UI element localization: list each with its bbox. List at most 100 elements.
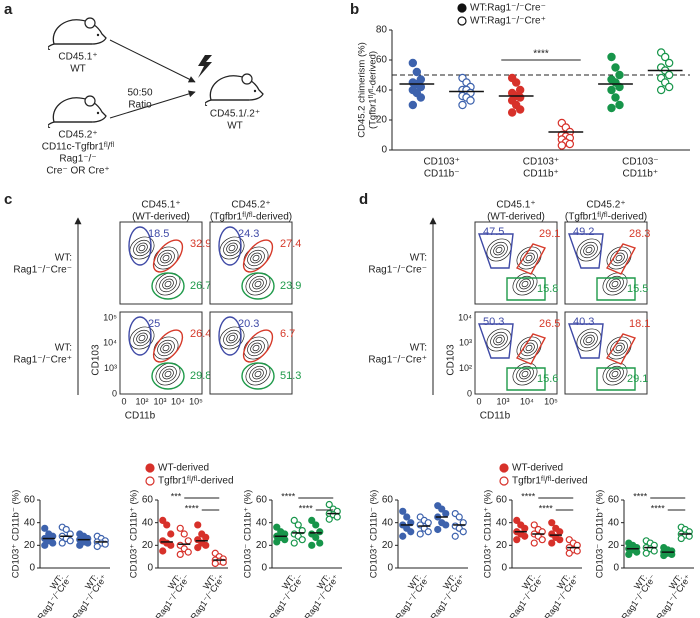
- donor-label: CD45.1⁺: [58, 52, 97, 63]
- x-axis-label: CD11b: [125, 411, 156, 422]
- contour: [252, 368, 264, 380]
- contour: [254, 370, 262, 378]
- data-point: [615, 100, 624, 110]
- contour: [254, 280, 262, 288]
- data-point: [41, 541, 49, 549]
- gate-percentage: 47.5: [483, 226, 504, 238]
- contour: [162, 368, 174, 380]
- data-point: [458, 100, 467, 110]
- contour: [486, 328, 512, 352]
- panel-label: d: [359, 191, 368, 208]
- contour: [615, 344, 623, 352]
- data-point: [434, 525, 442, 534]
- x-tick-label: 10³: [496, 396, 509, 406]
- contour: [133, 239, 151, 257]
- data-point: [325, 500, 333, 509]
- data-point: [677, 534, 685, 543]
- row-label: WT:: [410, 343, 427, 354]
- column-header: (WT-derived): [487, 212, 545, 223]
- data-point: [333, 513, 341, 521]
- x-tick-label: 10⁴: [171, 396, 185, 406]
- y-tick-label: 10⁵: [103, 312, 117, 322]
- gate: [506, 277, 546, 301]
- contour: [585, 336, 593, 344]
- data-point: [194, 521, 202, 529]
- data-point: [62, 525, 70, 534]
- data-point: [211, 559, 219, 568]
- y-tick-label: 0: [467, 388, 472, 398]
- data-point: [416, 530, 424, 538]
- gate-percentage: 29.1: [539, 228, 560, 240]
- y-tick-label: 80: [376, 25, 388, 36]
- contour: [228, 334, 236, 342]
- x-tick-label: 10⁵: [189, 396, 203, 406]
- x-tick-label: 0: [476, 396, 481, 406]
- gate-percentage: 40.3: [573, 316, 594, 328]
- contour: [249, 365, 267, 383]
- gate: [151, 362, 185, 390]
- data-point: [530, 539, 538, 547]
- y-tick-label: 0: [29, 563, 35, 574]
- x-tick-label: CD103⁻: [622, 157, 658, 168]
- recipient-mouse: [205, 73, 264, 106]
- contour: [133, 329, 151, 347]
- data-point: [607, 52, 616, 62]
- data-point: [58, 539, 66, 547]
- x-tick-label: 0: [121, 396, 126, 406]
- y-axis-label: CD103⁺ CD11b⁺ (%): [483, 490, 494, 579]
- y-tick-label: 0: [147, 563, 153, 574]
- x-tick-label: 10³: [153, 396, 166, 406]
- contour: [247, 249, 265, 267]
- significance-label: ****: [533, 49, 549, 60]
- y-tick-label: 20: [142, 540, 154, 551]
- data-point: [515, 93, 525, 102]
- contour: [495, 336, 503, 344]
- contour: [164, 280, 172, 288]
- data-point: [521, 524, 529, 532]
- gate-percentage: 20.3: [238, 318, 259, 330]
- contour: [520, 339, 538, 357]
- gate-percentage: 24.3: [238, 228, 259, 240]
- y-axis-label: CD45.2 chimerism (%): [357, 42, 368, 138]
- gate: [218, 316, 242, 356]
- data-point: [507, 108, 517, 117]
- row-label: Rag1⁻/⁻Cre⁺: [13, 355, 72, 366]
- gate: [152, 329, 184, 363]
- gate: [151, 272, 185, 300]
- contour: [129, 236, 155, 260]
- gate: [478, 323, 514, 359]
- donor-label: WT: [70, 64, 86, 75]
- row-label: Rag1⁻/⁻Cre⁺: [368, 355, 427, 366]
- data-point: [515, 105, 525, 114]
- contour: [525, 344, 533, 352]
- y-tick-label: 10³: [104, 363, 117, 373]
- legend-marker: [145, 476, 155, 486]
- x-tick-label: CD103⁺: [423, 157, 459, 168]
- contour: [519, 278, 531, 290]
- data-point: [530, 521, 538, 529]
- data-point: [176, 550, 184, 559]
- significance-label: ****: [651, 503, 666, 513]
- data-point: [538, 536, 546, 544]
- x-tick-label: CD11b⁻: [424, 169, 460, 180]
- data-point: [459, 528, 467, 536]
- contour: [615, 254, 623, 262]
- data-point: [408, 100, 418, 110]
- gate-percentage: 26.4: [190, 328, 211, 340]
- contour: [157, 249, 175, 267]
- data-point: [184, 537, 192, 545]
- contour: [611, 280, 619, 288]
- y-tick-label: 60: [256, 495, 268, 506]
- row-label: WT:: [410, 253, 427, 264]
- gate-percentage: 50.3: [483, 316, 504, 328]
- gate: [515, 243, 547, 275]
- data-point: [202, 533, 210, 542]
- column-header: (Tgfbr1ᶠˡ/ᶠˡ-derived): [210, 212, 292, 223]
- data-point: [438, 505, 446, 513]
- gate: [128, 226, 152, 266]
- y-tick-label: 40: [608, 517, 620, 528]
- contour: [250, 252, 262, 264]
- contour: [223, 239, 241, 257]
- data-point: [159, 516, 167, 525]
- gate-percentage: 26.7: [190, 280, 211, 292]
